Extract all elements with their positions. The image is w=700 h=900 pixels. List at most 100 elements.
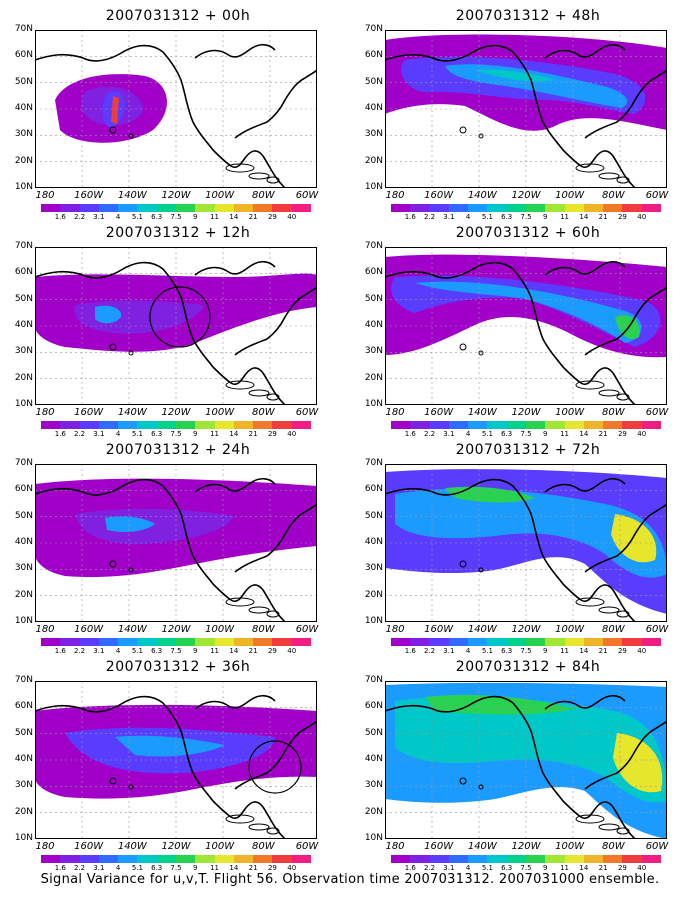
target-circle <box>149 286 211 348</box>
map-plot <box>385 247 667 405</box>
colorbar-swatch <box>253 204 273 212</box>
island <box>225 380 255 390</box>
signal-contour <box>111 96 119 124</box>
lon-label: 80W <box>252 624 275 635</box>
colorbar-tick-label: 1.6 <box>404 864 416 872</box>
lon-label: 180 <box>385 190 405 201</box>
lon-label: 120W <box>161 841 191 852</box>
colorbar-tick-label: 5.1 <box>131 647 143 655</box>
lon-label: 60W <box>645 624 669 635</box>
colorbar-swatch <box>564 204 585 212</box>
lat-label: 60N <box>364 484 383 495</box>
lon-label: 120W <box>511 190 541 201</box>
lat-label: 20N <box>364 155 383 166</box>
colorbar-swatch <box>641 638 662 646</box>
colorbar-swatch <box>583 204 604 212</box>
lat-label: 30N <box>14 563 33 574</box>
island <box>225 814 255 824</box>
colorbar-swatch <box>622 855 643 863</box>
lon-label: 100W <box>555 841 585 852</box>
island <box>266 176 280 184</box>
colorbar-tick-label: 29 <box>617 864 627 872</box>
colorbar-swatch <box>195 855 216 863</box>
colorbar-tick-label: 3.1 <box>443 213 455 221</box>
coastline <box>584 69 667 139</box>
lon-label: 100W <box>205 624 235 635</box>
lon-label: 100W <box>555 624 585 635</box>
coastline <box>234 286 317 356</box>
colorbar-swatch <box>468 638 488 646</box>
colorbar-tick-label: 21 <box>248 864 258 872</box>
island <box>598 823 620 831</box>
panel-title: 2007031312 + 48h <box>455 8 601 24</box>
colorbar-swatch <box>487 855 508 863</box>
lon-label: 80W <box>252 841 275 852</box>
island <box>248 823 270 831</box>
colorbar-tick-label: 9 <box>193 647 198 655</box>
colorbar-swatch <box>137 421 158 429</box>
island <box>478 567 484 573</box>
colorbar-swatch <box>429 421 450 429</box>
colorbar-swatch <box>176 638 196 646</box>
lat-label: 60N <box>364 50 383 61</box>
colorbar-swatch <box>233 204 254 212</box>
island <box>109 343 117 351</box>
panel-title: 2007031312 + 36h <box>105 659 251 675</box>
lat-label: 50N <box>364 76 383 87</box>
colorbar <box>391 855 662 863</box>
colorbar-swatch <box>60 638 81 646</box>
lat-label: 60N <box>364 701 383 712</box>
colorbar-swatch <box>641 421 662 429</box>
lon-label: 180 <box>385 624 405 635</box>
lon-label: 180 <box>35 624 55 635</box>
signal-contour <box>95 305 122 324</box>
lon-label: 60W <box>645 407 669 418</box>
lon-label: 160W <box>424 190 454 201</box>
colorbar-tick-label: 21 <box>598 864 608 872</box>
colorbar-swatch <box>214 855 235 863</box>
colorbar-swatch <box>603 421 623 429</box>
colorbar-swatch <box>487 204 508 212</box>
lon-label: 120W <box>511 407 541 418</box>
coastline <box>385 478 636 622</box>
lat-label: 10N <box>364 182 383 192</box>
colorbar-tick-label: 2.2 <box>73 430 86 438</box>
colorbar-swatch <box>641 855 662 863</box>
colorbar-swatch <box>545 204 566 212</box>
colorbar-swatch <box>564 421 585 429</box>
lon-label: 120W <box>511 624 541 635</box>
colorbar-tick-label: 11 <box>210 647 220 655</box>
colorbar-swatch <box>195 204 216 212</box>
colorbar-swatch <box>41 421 61 429</box>
colorbar-tick-label: 4 <box>465 864 471 872</box>
lat-label: 10N <box>364 616 383 626</box>
colorbar-swatch <box>545 855 566 863</box>
lat-label: 30N <box>14 346 33 357</box>
lat-label: 50N <box>364 510 383 521</box>
colorbar-tick-label: 3.1 <box>93 864 105 872</box>
colorbar-swatch <box>468 855 488 863</box>
colorbar-swatch <box>195 638 216 646</box>
colorbar-swatch <box>429 638 450 646</box>
island <box>575 380 605 390</box>
lon-label: 80W <box>602 624 625 635</box>
island <box>598 606 620 614</box>
colorbar-swatch <box>468 204 488 212</box>
colorbar-tick-label: 21 <box>598 213 608 221</box>
colorbar-tick-label: 11 <box>560 864 570 872</box>
colorbar-tick-label: 2.2 <box>423 430 436 438</box>
colorbar-swatch <box>156 421 177 429</box>
colorbar-tick-label: 7.5 <box>170 864 182 872</box>
map-plot <box>385 464 667 622</box>
colorbar-tick-label: 1.6 <box>54 647 66 655</box>
colorbar-tick-label: 40 <box>637 864 647 872</box>
colorbar-swatch <box>291 855 312 863</box>
lon-label: 140W <box>467 407 497 418</box>
colorbar-swatch <box>603 638 623 646</box>
lon-label: 140W <box>117 624 147 635</box>
colorbar-tick-label: 11 <box>210 864 220 872</box>
island <box>575 597 605 607</box>
map-panel: 2007031312 + 48h 70N 60N 50N 40N 30N 20N 10N 180… <box>358 8 698 223</box>
lat-label: 30N <box>14 129 33 140</box>
colorbar-tick-label: 11 <box>210 430 220 438</box>
